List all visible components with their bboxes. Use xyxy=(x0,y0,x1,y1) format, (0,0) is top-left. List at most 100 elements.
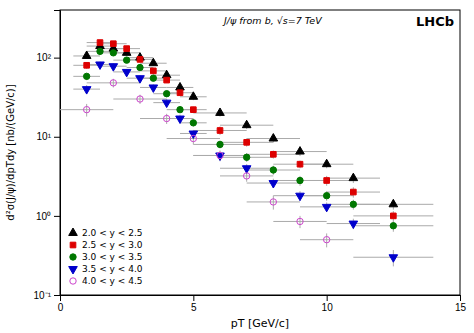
y-axis-tick: 10² xyxy=(37,52,60,63)
x-error-bar xyxy=(300,239,353,240)
point xyxy=(242,166,251,173)
y-axis-tick-label: 10⁰ xyxy=(36,211,51,222)
point xyxy=(389,255,398,262)
y-axis-title: d²σ(J/ψ)/dpTdy [nb/(GeV/c)] xyxy=(5,84,16,220)
x-error-bar xyxy=(247,201,300,202)
series-points xyxy=(83,80,329,243)
point xyxy=(349,173,358,180)
x-error-bar xyxy=(140,118,193,119)
point xyxy=(296,193,305,200)
point xyxy=(269,181,278,188)
point xyxy=(176,116,185,123)
point xyxy=(322,159,331,166)
point xyxy=(111,41,117,47)
x-axis-title: pT [GeV/c] xyxy=(231,317,289,330)
point xyxy=(176,82,185,89)
point xyxy=(216,108,225,115)
x-error-bar xyxy=(220,175,273,176)
y-axis-tick: 10¹ xyxy=(37,131,60,142)
legend-label: 4.0 < y < 4.5 xyxy=(82,276,142,286)
plot: 0 5 10 15 10⁻¹ 10⁰ 10¹ 10² 2.0 < y < 2.5 2.5 < y … xyxy=(34,10,467,313)
series-points xyxy=(84,40,396,219)
legend: 2.0 < y < 2.5 2.5 < y < 3.0 3.0 < y < 3.5 3… xyxy=(69,228,143,286)
y-axis-line xyxy=(54,11,61,296)
x-axis-tick-label: 5 xyxy=(191,302,197,313)
series-points xyxy=(82,62,397,262)
point xyxy=(322,204,331,211)
x-axis-tick: 10 xyxy=(322,295,334,313)
point xyxy=(351,189,357,195)
point xyxy=(269,134,278,141)
point xyxy=(137,64,143,70)
point xyxy=(110,80,116,86)
point xyxy=(271,151,277,157)
y-error-bar xyxy=(326,233,327,247)
y-axis: 10⁻¹ 10⁰ 10¹ 10² xyxy=(34,11,61,301)
point xyxy=(297,161,303,167)
point xyxy=(149,58,158,65)
legend-item: 3.5 < y < 4.0 xyxy=(69,264,143,274)
point xyxy=(177,90,183,96)
legend-item: 2.5 < y < 3.0 xyxy=(70,240,143,250)
x-axis-line xyxy=(61,296,461,302)
point xyxy=(84,62,90,68)
legend-symbol xyxy=(69,228,78,235)
point xyxy=(244,140,250,146)
y-error-bar xyxy=(273,196,274,210)
point xyxy=(83,73,89,79)
point xyxy=(97,48,103,54)
x-axis-tick-label: 15 xyxy=(455,302,467,313)
point xyxy=(163,115,169,121)
series-points xyxy=(83,48,396,229)
point xyxy=(162,70,171,77)
chart: 0 5 10 15 10⁻¹ 10⁰ 10¹ 10² 2.0 < y < 2.5 2.5 < y … xyxy=(0,0,474,333)
x-axis-tick-mark xyxy=(460,295,461,301)
x-axis: 0 5 10 15 xyxy=(58,295,467,313)
x-error-bar xyxy=(87,82,140,83)
point xyxy=(124,46,130,52)
legend-symbol xyxy=(70,278,76,284)
y-axis-tick-mark xyxy=(54,295,60,296)
point xyxy=(97,40,103,46)
point xyxy=(243,154,249,160)
point xyxy=(82,87,91,94)
point xyxy=(137,57,143,63)
error-bars xyxy=(73,49,433,232)
legend-label: 3.0 < y < 3.5 xyxy=(82,252,142,262)
point xyxy=(270,199,276,205)
point xyxy=(243,173,249,179)
point xyxy=(164,77,170,83)
point xyxy=(323,192,329,198)
y-axis-tick-label: 10⁻¹ xyxy=(34,290,52,301)
x-axis-tick-label: 10 xyxy=(322,302,334,313)
marks xyxy=(60,40,433,267)
legend-label: 3.5 < y < 4.0 xyxy=(82,264,143,274)
y-error-bar xyxy=(300,216,301,228)
y-axis-tick-mark xyxy=(54,216,60,217)
point xyxy=(217,128,223,134)
legend-label: 2.0 < y < 2.5 xyxy=(82,228,142,238)
legend-symbol xyxy=(69,267,78,274)
x-axis-tick: 0 xyxy=(58,295,64,313)
legend-symbol xyxy=(70,242,76,248)
point xyxy=(217,141,223,147)
legend-item: 2.0 < y < 2.5 xyxy=(69,228,143,238)
x-error-bar xyxy=(113,99,166,100)
point xyxy=(297,218,303,224)
point xyxy=(297,177,303,183)
legend-symbol xyxy=(70,254,76,260)
error-bars xyxy=(73,40,433,221)
point xyxy=(136,76,145,83)
point xyxy=(349,221,358,228)
point xyxy=(83,106,89,112)
legend-item: 4.0 < y < 4.5 xyxy=(70,276,143,286)
y-axis-tick-mark xyxy=(54,58,60,59)
point xyxy=(177,106,183,112)
point xyxy=(323,237,329,243)
annotation: J/ψ from b, √s=7 TeV xyxy=(222,15,323,26)
point xyxy=(122,69,131,76)
point xyxy=(242,120,251,127)
x-error-bar xyxy=(273,221,326,222)
point xyxy=(137,96,143,102)
point xyxy=(96,62,105,69)
